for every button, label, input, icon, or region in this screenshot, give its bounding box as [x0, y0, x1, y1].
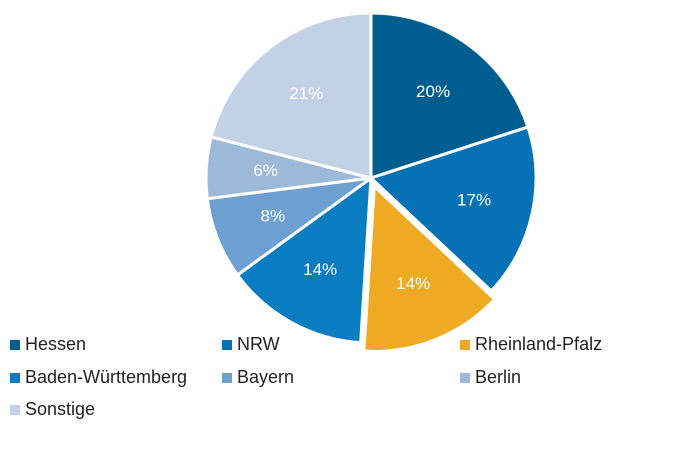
legend-marker [10, 373, 20, 383]
legend-label: Baden-Württemberg [25, 367, 187, 387]
data-label: 21% [289, 84, 323, 103]
data-label: 8% [261, 206, 286, 225]
legend-label: Bayern [237, 367, 294, 387]
pie-slice [369, 11, 530, 181]
legend-label: Hessen [25, 334, 86, 354]
legend-label: Rheinland-Pfalz [475, 334, 602, 354]
legend-label: Sonstige [25, 399, 95, 419]
legend-marker [10, 340, 20, 350]
data-label: 14% [303, 260, 337, 279]
pie-slice [362, 183, 497, 353]
pie-slice [235, 174, 373, 345]
legend-label: NRW [237, 334, 280, 354]
legend-label: Berlin [475, 367, 521, 387]
legend-marker [222, 340, 232, 350]
pie-slice [209, 11, 373, 180]
data-label: 6% [253, 161, 278, 180]
legend-marker [10, 405, 20, 415]
data-label: 17% [457, 191, 491, 210]
legend-marker [460, 373, 470, 383]
data-label: 14% [396, 274, 430, 293]
pie-slice [368, 125, 538, 294]
data-label: 20% [416, 82, 450, 101]
legend-marker [222, 373, 232, 383]
legend-marker [460, 340, 470, 350]
